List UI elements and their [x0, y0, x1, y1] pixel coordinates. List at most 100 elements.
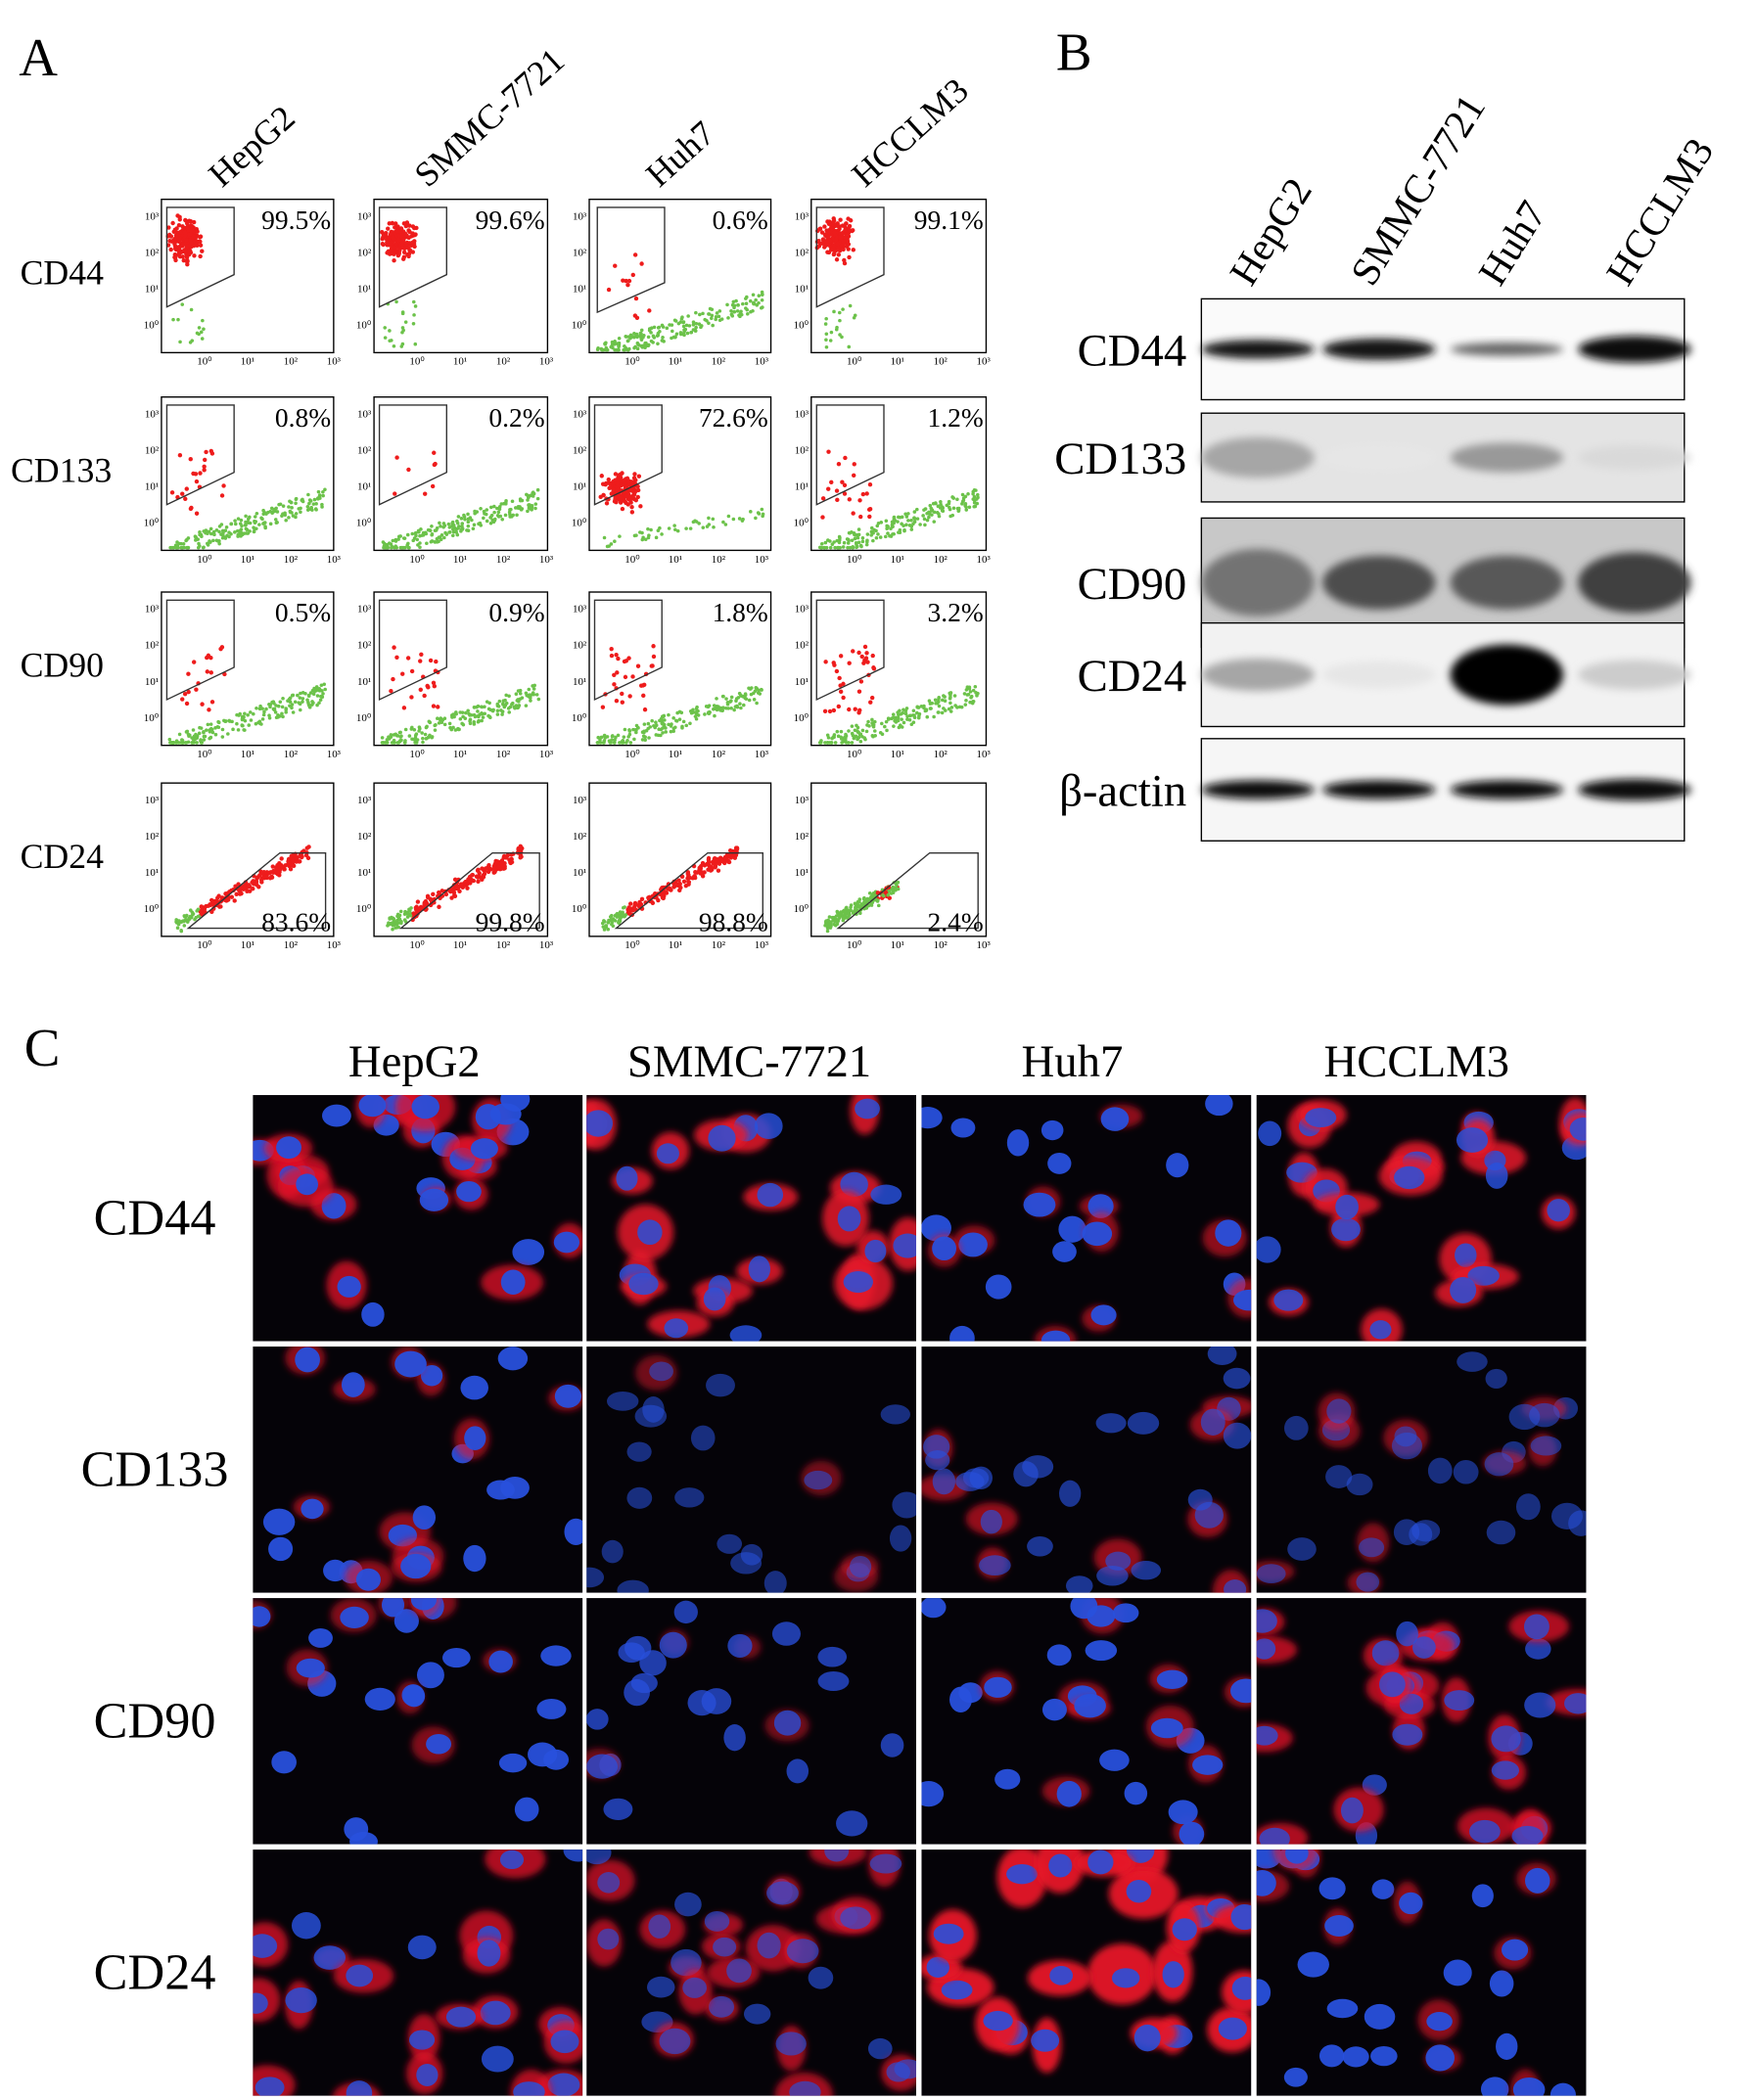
flow-event [656, 897, 661, 903]
flow-event [526, 509, 530, 514]
nucleus [817, 1646, 848, 1667]
flow-event [238, 533, 243, 537]
flow-event [213, 726, 217, 730]
flow-event [835, 325, 839, 330]
flow-event [307, 705, 312, 709]
flow-event [670, 336, 673, 341]
flow-event [864, 729, 869, 734]
flow-event [423, 732, 428, 737]
flow-event [890, 887, 895, 891]
flow-event [193, 917, 197, 922]
flow-event [760, 507, 764, 512]
nucleus [775, 2032, 807, 2056]
flow-event [482, 516, 485, 521]
flow-event [260, 870, 265, 876]
flow-event [632, 737, 636, 742]
flow-event [841, 239, 847, 245]
flow-event [840, 737, 844, 741]
flow-event [626, 656, 631, 661]
x-axis-tick-label: 10⁰ [624, 356, 640, 368]
flow-event [707, 312, 712, 316]
flow-event [472, 712, 477, 717]
flow-event [167, 238, 172, 244]
flow-event [184, 741, 189, 745]
flow-event [688, 708, 693, 713]
flow-event [310, 703, 314, 707]
flow-event [898, 515, 902, 520]
flow-event [215, 895, 220, 900]
flow-event [290, 506, 294, 510]
blot-label: CD133 [1054, 434, 1186, 484]
flow-event [726, 514, 731, 519]
nucleus [1549, 2082, 1576, 2096]
row-label: CD24 [94, 1943, 216, 2000]
band [1201, 780, 1315, 799]
flow-event [849, 903, 854, 907]
flow-event [952, 694, 957, 698]
flow-event [858, 514, 863, 520]
flow-event [406, 541, 410, 546]
flow-event [657, 727, 661, 731]
flow-event [249, 718, 254, 722]
flow-event [434, 723, 438, 727]
flow-event [950, 495, 954, 499]
nucleus [817, 1671, 850, 1692]
flow-event [415, 908, 421, 914]
flow-event [887, 890, 892, 893]
flow-event [393, 225, 397, 230]
nucleus [786, 1758, 809, 1784]
flow-event [674, 719, 679, 723]
x-axis-tick-label: 10⁰ [409, 939, 425, 951]
band [1450, 644, 1564, 706]
flow-event [847, 909, 851, 914]
flow-event [277, 863, 282, 868]
flow-event [184, 221, 190, 226]
flow-event [832, 309, 836, 314]
flow-event [826, 538, 830, 542]
flow-event [396, 537, 400, 541]
flow-event [395, 252, 401, 258]
flow-event [513, 706, 517, 710]
flow-event [843, 227, 848, 233]
flow-event [208, 726, 213, 731]
flow-event [862, 644, 868, 650]
flow-event [406, 251, 412, 256]
flow-event [260, 717, 265, 721]
flow-event [830, 736, 834, 741]
flow-event [237, 713, 241, 717]
nucleus [1207, 1347, 1237, 1365]
flow-event [626, 339, 630, 342]
flow-event [835, 497, 840, 503]
gate-percentage: 1.8% [713, 598, 768, 627]
flow-event [393, 491, 397, 496]
flow-event [193, 472, 199, 477]
flow-event [880, 721, 884, 726]
nucleus [618, 1642, 645, 1664]
nucleus [985, 1274, 1012, 1300]
nucleus [340, 1606, 369, 1629]
flow-event [206, 903, 211, 908]
flow-event [966, 492, 970, 496]
x-axis-tick-label: 10³ [327, 749, 342, 760]
flow-event [876, 903, 881, 908]
flow-event [486, 713, 490, 718]
flow-event [449, 895, 454, 900]
flow-event [257, 707, 262, 711]
cells [586, 1095, 916, 1342]
flow-event [936, 710, 941, 714]
flow-event [199, 330, 204, 335]
nucleus [253, 1934, 278, 1958]
flow-event [187, 917, 192, 922]
nucleus [642, 1396, 665, 1423]
nucleus [949, 1325, 975, 1342]
flow-event [430, 532, 434, 537]
flow-event [629, 481, 635, 486]
nucleus [500, 1269, 526, 1295]
flow-event [398, 534, 402, 538]
flow-event [496, 705, 501, 708]
flow-event [837, 310, 842, 315]
flow-event [433, 728, 438, 732]
flow-event [391, 927, 394, 932]
